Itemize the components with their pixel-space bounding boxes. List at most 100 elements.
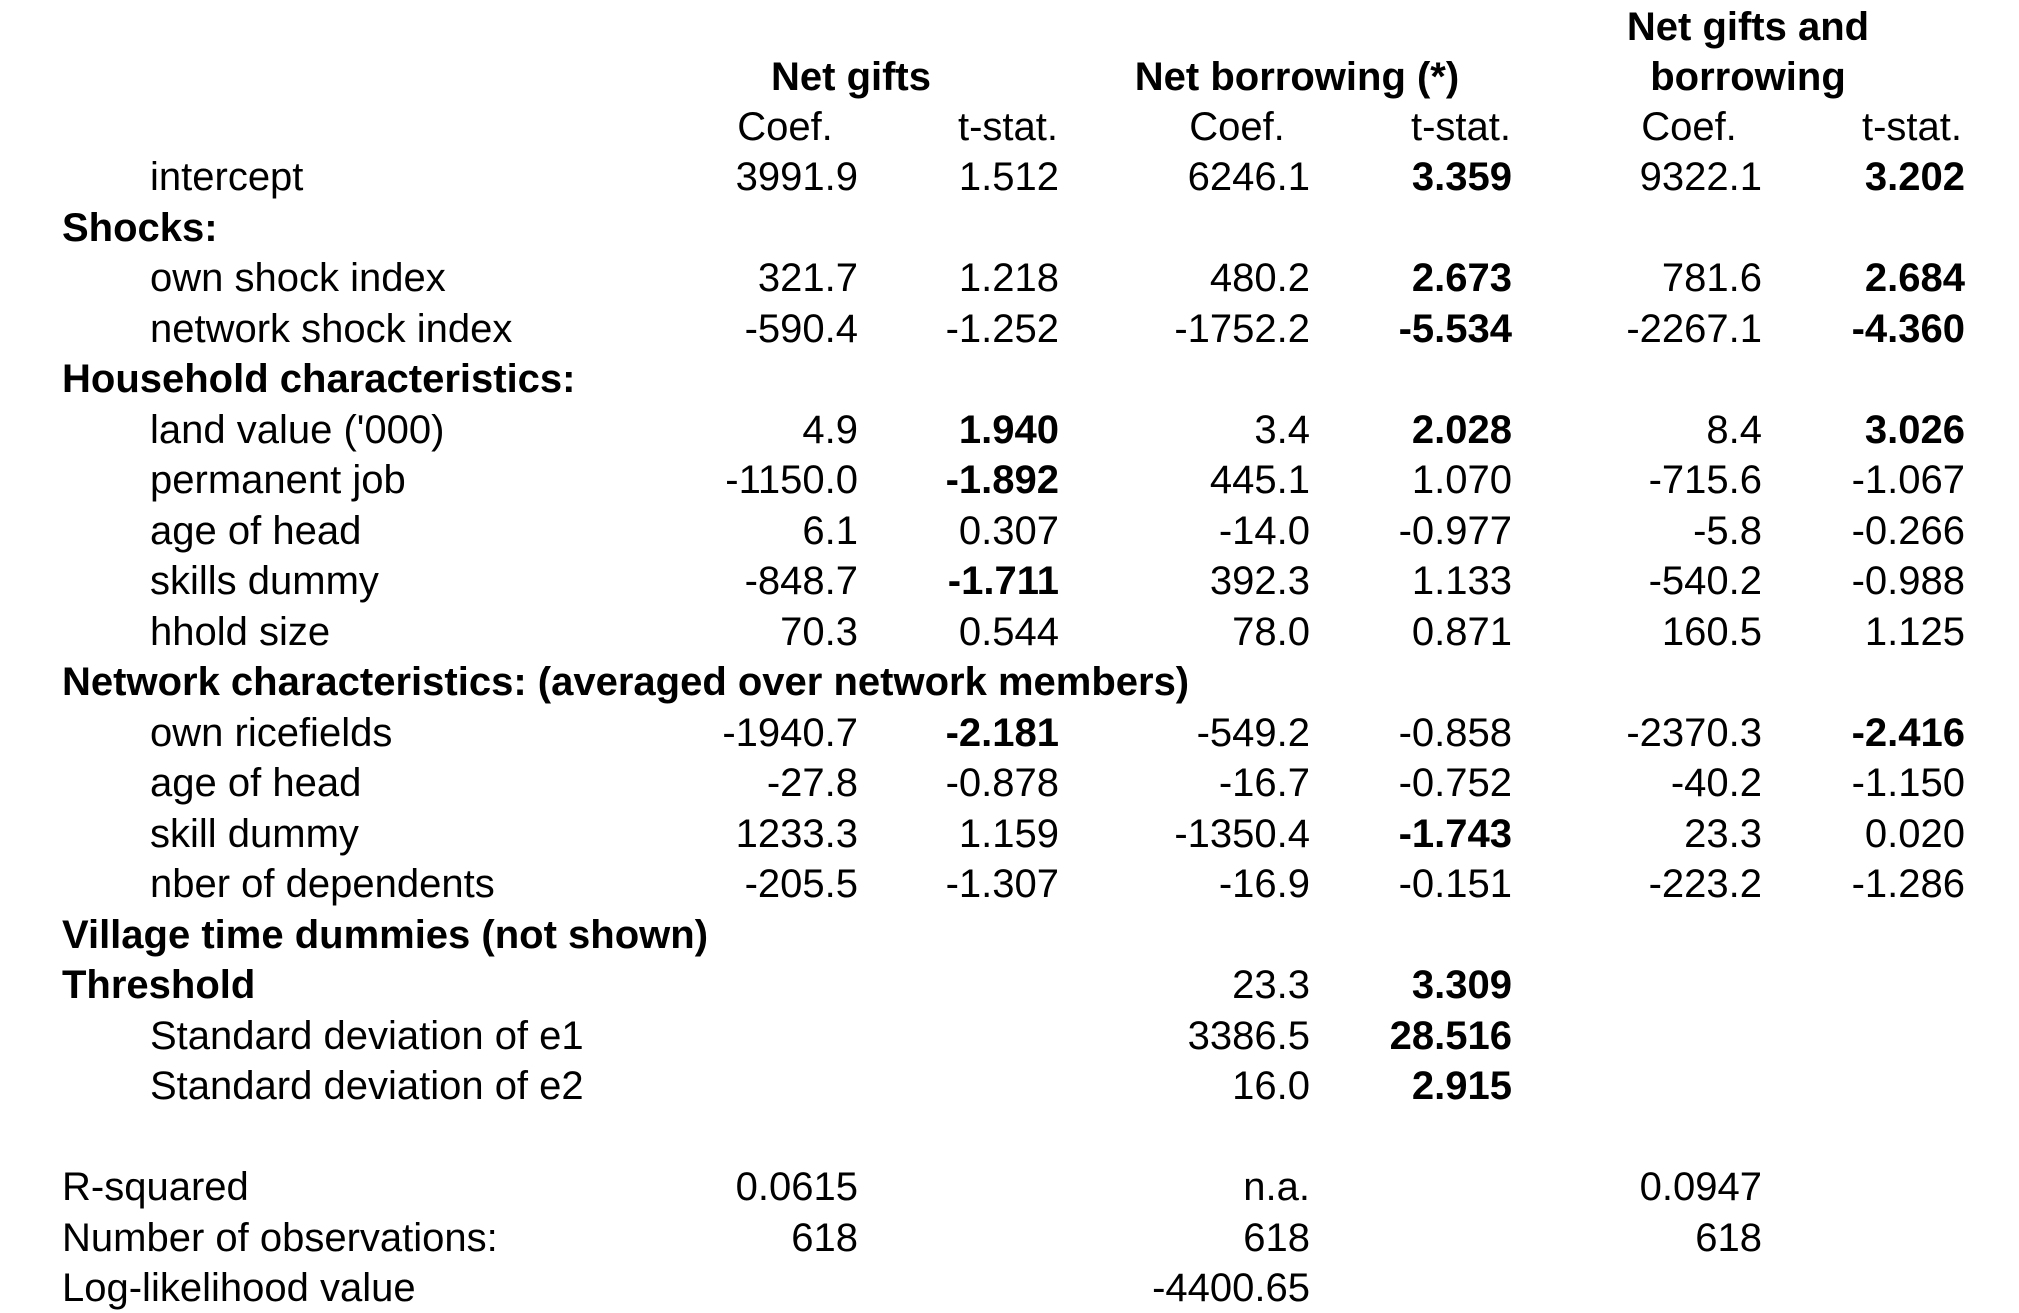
coef-cell: 0.0947: [1639, 1165, 1762, 1209]
row-label: network shock index: [150, 306, 513, 351]
tstat-cell: 0.871: [1411, 609, 1512, 654]
tstat-cell: 2.915: [1411, 1064, 1512, 1108]
row-label: Number of observations:: [62, 1215, 498, 1260]
tstat-cell: 1.159: [958, 811, 1059, 856]
tstat-header: t-stat.: [1861, 105, 1963, 149]
section-heading: Network characteristics: (averaged over …: [62, 660, 1190, 704]
tstat-cell: 2.684: [1864, 256, 1965, 300]
coef-cell: -223.2: [1648, 862, 1762, 906]
tstat-cell: 3.202: [1864, 155, 1965, 199]
tstat-cell: -0.988: [1851, 559, 1965, 603]
tstat-cell: -0.878: [945, 761, 1059, 805]
tstat-cell: 1.125: [1864, 609, 1965, 654]
coef-cell: 3.4: [1254, 407, 1310, 452]
coef-cell: -1350.4: [1174, 811, 1310, 856]
coef-cell: 3991.9: [735, 155, 858, 199]
coef-cell: 8.4: [1706, 407, 1762, 452]
coef-cell: 392.3: [1209, 559, 1310, 603]
row-label: skills dummy: [150, 559, 379, 603]
tstat-cell: -5.534: [1398, 306, 1512, 351]
column-group-title: Net borrowing (*): [1134, 55, 1460, 99]
coef-cell: 4.9: [802, 407, 858, 452]
tstat-cell: -1.150: [1851, 761, 1965, 805]
tstat-cell: 1.940: [958, 407, 1059, 452]
row-label: Standard deviation of e2: [150, 1064, 584, 1108]
tstat-cell: -2.416: [1851, 710, 1965, 755]
coef-header: Coef.: [1189, 105, 1285, 149]
tstat-cell: 2.673: [1411, 256, 1512, 300]
coef-cell: -2370.3: [1626, 710, 1762, 755]
coef-cell: -40.2: [1670, 761, 1762, 805]
coef-cell: -540.2: [1648, 559, 1762, 603]
coef-cell: -848.7: [744, 559, 858, 603]
coef-cell: 321.7: [757, 256, 858, 300]
tstat-cell: -0.977: [1398, 508, 1512, 553]
section-heading: Threshold: [62, 963, 256, 1007]
tstat-cell: -1.067: [1851, 458, 1965, 502]
tstat-cell: 3.359: [1411, 155, 1512, 199]
coef-cell: 9322.1: [1639, 155, 1762, 199]
tstat-cell: -1.711: [947, 559, 1059, 603]
coef-cell: 618: [1695, 1215, 1762, 1260]
tstat-cell: 2.028: [1411, 407, 1512, 452]
coef-cell: -1752.2: [1174, 306, 1310, 351]
tstat-cell: 1.512: [958, 155, 1059, 199]
column-group-title: Net gifts: [771, 55, 931, 99]
tstat-cell: -1.892: [945, 458, 1059, 502]
coef-cell: -16.9: [1218, 862, 1310, 906]
coef-cell: -590.4: [744, 306, 858, 351]
section-heading: Village time dummies (not shown): [62, 912, 709, 957]
tstat-cell: 3.309: [1411, 963, 1512, 1007]
tstat-cell: 28.516: [1389, 1013, 1512, 1058]
row-label: own shock index: [150, 256, 446, 300]
coef-cell: 781.6: [1661, 256, 1762, 300]
coef-cell: 160.5: [1661, 609, 1762, 654]
coef-cell: -2267.1: [1626, 306, 1762, 351]
tstat-cell: -1.743: [1398, 811, 1512, 856]
tstat-cell: -1.252: [945, 306, 1059, 351]
coef-cell: 23.3: [1684, 811, 1762, 856]
tstat-header: t-stat.: [1410, 105, 1512, 149]
coef-cell: -1150.0: [725, 458, 858, 502]
coef-cell: 3386.5: [1187, 1013, 1310, 1058]
coef-cell: -205.5: [744, 862, 858, 906]
tstat-cell: -2.181: [945, 710, 1059, 755]
tstat-cell: 0.307: [958, 508, 1059, 553]
row-label: own ricefields: [150, 710, 393, 755]
tstat-cell: -0.752: [1398, 761, 1512, 805]
coef-cell: 618: [1243, 1215, 1310, 1260]
tstat-cell: 1.070: [1411, 458, 1512, 502]
coef-cell: -14.0: [1218, 508, 1310, 553]
row-label: intercept: [150, 155, 304, 199]
tstat-header: t-stat.: [957, 105, 1059, 149]
tstat-cell: -0.266: [1851, 508, 1965, 553]
coef-cell: 618: [791, 1215, 858, 1260]
row-label: hhold size: [150, 609, 331, 654]
coef-cell: -715.6: [1648, 458, 1762, 502]
section-heading: Household characteristics:: [62, 357, 576, 401]
tstat-cell: -1.286: [1851, 862, 1965, 906]
coef-cell: 445.1: [1209, 458, 1310, 502]
coef-cell: 1233.3: [735, 811, 858, 856]
tstat-cell: 0.020: [1864, 811, 1965, 856]
column-group-title: borrowing: [1650, 55, 1846, 99]
coef-cell: 70.3: [780, 609, 858, 654]
section-heading: Shocks:: [62, 205, 218, 250]
row-label: Standard deviation of e1: [150, 1013, 584, 1058]
row-label: permanent job: [150, 458, 406, 502]
coef-cell: 16.0: [1232, 1064, 1310, 1108]
tstat-cell: -4.360: [1851, 306, 1965, 351]
coef-header: Coef.: [737, 105, 833, 149]
coef-cell: 6246.1: [1187, 155, 1310, 199]
tstat-cell: 3.026: [1864, 407, 1965, 452]
column-group-title-line1: Net gifts and: [1626, 5, 1870, 49]
row-label: age of head: [150, 508, 362, 553]
row-label: skill dummy: [150, 811, 359, 856]
tstat-cell: -0.858: [1398, 710, 1512, 755]
coef-cell: -549.2: [1196, 710, 1310, 755]
coef-cell: 0.0615: [735, 1165, 858, 1209]
tstat-cell: 1.133: [1411, 559, 1512, 603]
coef-cell: 78.0: [1232, 609, 1310, 654]
tstat-cell: -1.307: [945, 862, 1059, 906]
coef-cell: 480.2: [1209, 256, 1310, 300]
